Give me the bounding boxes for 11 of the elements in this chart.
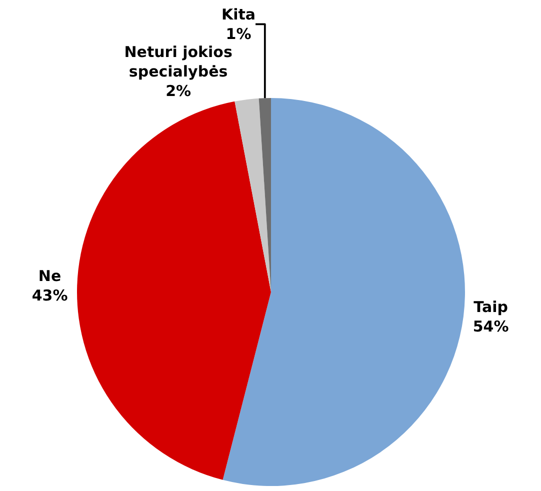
data-label: 54% xyxy=(472,317,509,336)
data-label: 43% xyxy=(32,286,68,305)
slice-label: Neturi jokios specialybės xyxy=(124,42,232,80)
pie-slice xyxy=(222,98,465,486)
slice-label: Ne xyxy=(38,267,62,286)
pie-slice xyxy=(77,101,271,480)
pie-slice xyxy=(234,98,271,292)
slice-label: Taip xyxy=(474,298,508,316)
slice-label: Kita xyxy=(221,5,256,24)
data-label: 1% xyxy=(226,24,252,43)
data-label: 2% xyxy=(166,82,192,100)
